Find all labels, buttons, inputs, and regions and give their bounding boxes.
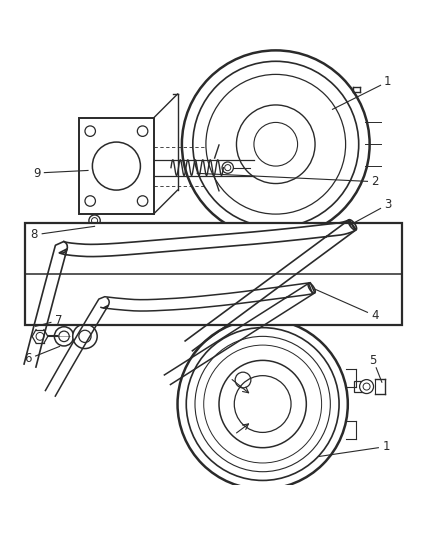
Text: 2: 2: [371, 175, 379, 188]
Text: 1: 1: [384, 75, 391, 88]
Bar: [354, 381, 364, 392]
Text: 5: 5: [370, 354, 377, 367]
Circle shape: [54, 327, 74, 346]
Text: 1: 1: [382, 440, 390, 453]
Bar: [79, 118, 153, 214]
Text: 8: 8: [31, 228, 38, 241]
Circle shape: [73, 324, 97, 349]
Circle shape: [89, 215, 100, 227]
Text: 6: 6: [25, 352, 32, 366]
Text: 9: 9: [33, 166, 40, 180]
Text: 4: 4: [371, 309, 378, 322]
Circle shape: [360, 379, 374, 393]
Bar: [25, 223, 403, 326]
Circle shape: [222, 162, 233, 173]
Text: 3: 3: [384, 198, 391, 211]
Text: 7: 7: [55, 314, 62, 327]
